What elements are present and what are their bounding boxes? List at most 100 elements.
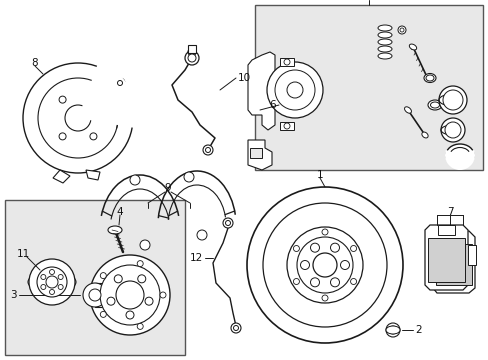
Ellipse shape xyxy=(421,132,427,138)
Circle shape xyxy=(388,326,396,334)
Ellipse shape xyxy=(408,44,416,50)
Circle shape xyxy=(284,59,289,65)
Bar xyxy=(467,245,475,265)
Circle shape xyxy=(330,243,339,252)
Text: 7: 7 xyxy=(446,207,452,217)
Circle shape xyxy=(223,218,232,228)
Text: 6: 6 xyxy=(268,100,275,110)
Circle shape xyxy=(58,284,63,289)
Circle shape xyxy=(385,323,399,337)
Circle shape xyxy=(350,246,356,252)
Bar xyxy=(249,148,262,158)
Ellipse shape xyxy=(427,100,441,110)
Circle shape xyxy=(197,230,206,240)
Wedge shape xyxy=(444,150,474,170)
Text: 2: 2 xyxy=(414,325,421,335)
Circle shape xyxy=(160,292,165,298)
Text: 11: 11 xyxy=(17,249,30,259)
Circle shape xyxy=(187,48,196,56)
Ellipse shape xyxy=(425,75,433,81)
Circle shape xyxy=(397,26,405,34)
Circle shape xyxy=(37,267,67,297)
Circle shape xyxy=(225,220,230,225)
Text: 4: 4 xyxy=(117,207,123,217)
Circle shape xyxy=(89,289,101,301)
Circle shape xyxy=(59,96,66,103)
Polygon shape xyxy=(247,52,274,130)
Circle shape xyxy=(59,133,66,140)
Text: 8: 8 xyxy=(32,58,38,68)
Polygon shape xyxy=(432,231,474,293)
Polygon shape xyxy=(427,238,464,282)
Circle shape xyxy=(187,54,196,62)
Circle shape xyxy=(116,281,143,309)
Circle shape xyxy=(115,78,125,88)
Wedge shape xyxy=(78,62,138,129)
Circle shape xyxy=(438,86,466,114)
Circle shape xyxy=(29,259,75,305)
Circle shape xyxy=(38,78,118,158)
Circle shape xyxy=(83,283,107,307)
Bar xyxy=(187,45,196,53)
Circle shape xyxy=(49,270,54,274)
Circle shape xyxy=(321,295,327,301)
Ellipse shape xyxy=(377,39,391,45)
Circle shape xyxy=(100,273,106,279)
Circle shape xyxy=(266,62,323,118)
Polygon shape xyxy=(247,140,271,170)
Ellipse shape xyxy=(377,32,391,38)
Ellipse shape xyxy=(429,102,439,108)
Bar xyxy=(280,122,293,130)
Circle shape xyxy=(137,261,143,267)
Polygon shape xyxy=(86,170,100,180)
Ellipse shape xyxy=(404,107,410,113)
Circle shape xyxy=(442,90,462,110)
Circle shape xyxy=(114,275,122,283)
Circle shape xyxy=(293,246,299,252)
Polygon shape xyxy=(435,244,471,285)
Circle shape xyxy=(321,229,327,235)
Circle shape xyxy=(145,297,153,305)
Text: 5: 5 xyxy=(365,0,371,2)
Circle shape xyxy=(340,261,349,270)
Circle shape xyxy=(274,70,314,110)
Polygon shape xyxy=(424,225,467,290)
Circle shape xyxy=(183,172,194,182)
Circle shape xyxy=(286,82,303,98)
Circle shape xyxy=(23,63,133,173)
Ellipse shape xyxy=(28,272,76,292)
Circle shape xyxy=(90,133,97,140)
Circle shape xyxy=(184,51,199,65)
Circle shape xyxy=(107,297,115,305)
Circle shape xyxy=(65,105,91,131)
Circle shape xyxy=(41,284,46,289)
Circle shape xyxy=(296,237,352,293)
Circle shape xyxy=(46,276,58,288)
Circle shape xyxy=(330,278,339,287)
Circle shape xyxy=(263,203,386,327)
Circle shape xyxy=(440,118,464,142)
Bar xyxy=(254,5,482,170)
Circle shape xyxy=(310,278,319,287)
Polygon shape xyxy=(53,170,70,183)
Circle shape xyxy=(230,323,241,333)
Circle shape xyxy=(137,323,143,329)
Circle shape xyxy=(312,253,336,277)
Circle shape xyxy=(100,311,106,318)
Circle shape xyxy=(310,243,319,252)
Bar xyxy=(280,58,293,66)
Circle shape xyxy=(205,148,210,153)
Ellipse shape xyxy=(445,144,473,166)
Circle shape xyxy=(49,289,54,294)
Circle shape xyxy=(130,175,140,185)
Circle shape xyxy=(58,274,63,279)
Circle shape xyxy=(233,325,238,330)
Ellipse shape xyxy=(385,326,399,334)
Text: 10: 10 xyxy=(238,73,251,83)
Circle shape xyxy=(203,145,213,155)
Ellipse shape xyxy=(377,25,391,31)
Circle shape xyxy=(126,311,134,319)
Circle shape xyxy=(444,122,460,138)
Circle shape xyxy=(90,255,170,335)
Text: 3: 3 xyxy=(10,290,17,300)
